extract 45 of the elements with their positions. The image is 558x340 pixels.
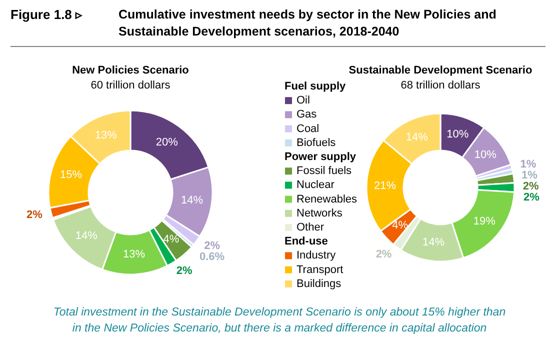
legend-label: Coal (296, 122, 320, 135)
chart-title: New Policies Scenario (72, 64, 190, 76)
data-label: 2% (26, 209, 43, 222)
data-label: 13% (94, 130, 118, 142)
legend-label: Gas (296, 108, 318, 121)
data-label: 13% (122, 248, 146, 260)
text: Power supply (284, 151, 356, 163)
data-label: 4% (392, 219, 408, 232)
legend-label: Fossil fuels (296, 165, 352, 178)
data-label: 2% (176, 265, 192, 278)
data-label: 1% (520, 158, 536, 170)
text: Total investment in the Sustainable Development Scenario is only about 15% higher than in the New Policies Scenario, but there is a marked difference in capital allocation (53, 306, 506, 334)
data-label: 2% (376, 248, 392, 261)
chart-title: Sustainable Development Scenario (348, 64, 532, 76)
data-label: 0.6% (200, 250, 225, 263)
data-label: 14% (406, 131, 428, 144)
legend-label: Other (296, 222, 324, 234)
data-label: 14% (181, 194, 204, 206)
caption: Figure 1.8 ▹ (10, 7, 84, 22)
text: Fuel supply (284, 80, 346, 92)
legend-label: Buildings (296, 278, 342, 290)
legend-label: Networks (296, 207, 343, 220)
data-label: 14% (75, 230, 98, 242)
text: End-use (284, 236, 328, 248)
data-label: 10% (474, 148, 497, 161)
legend-label: Biofuels (296, 136, 336, 149)
data-label: 14% (422, 236, 445, 249)
data-label: 21% (374, 180, 396, 192)
legend-label: Nuclear (296, 179, 335, 192)
data-label: 1% (522, 169, 538, 182)
data-label: 20% (156, 136, 178, 148)
data-label: 2% (204, 240, 220, 252)
legend-label: Renewables (296, 193, 358, 206)
chart-subtitle: 60 trillion dollars (90, 80, 171, 92)
legend-label: Industry (296, 250, 336, 262)
data-label: 4% (163, 233, 180, 246)
legend-label: Oil (296, 94, 310, 107)
data-label: 10% (446, 128, 469, 141)
data-label: 2% (524, 191, 540, 204)
chart-subtitle: 68 trillion dollars (400, 80, 481, 92)
data-label: 2% (522, 180, 539, 192)
text: Cumulative investment needs by sector in the New Policies and Sustainable Development scenarios, 2018-2040 (118, 8, 496, 38)
data-label: 15% (60, 169, 82, 182)
data-label: 19% (473, 216, 496, 228)
legend-label: Transport (296, 264, 344, 276)
